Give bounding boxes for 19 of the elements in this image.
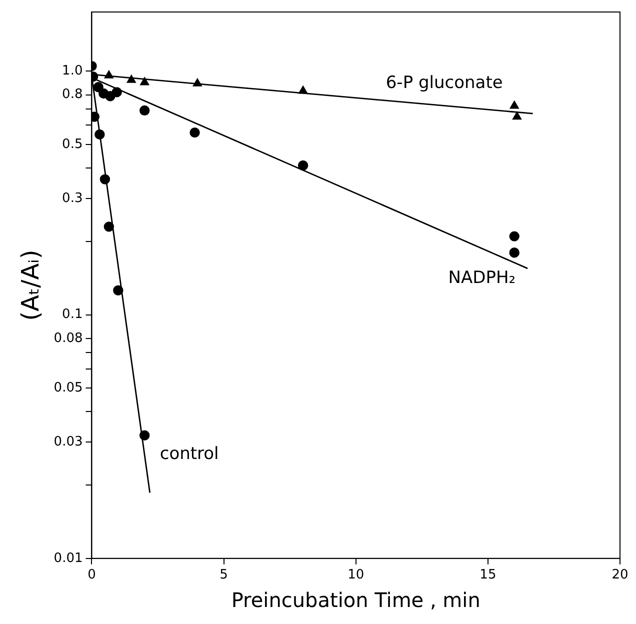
x-tick-label: 0: [88, 568, 96, 583]
series-label: 6-P gluconate: [386, 72, 503, 93]
x-axis-title: Preincubation Time , min: [231, 588, 480, 612]
y-tick-label: 0.01: [54, 550, 83, 566]
y-tick-label: 1.0: [62, 64, 83, 79]
y-tick-label: 0.5: [62, 136, 83, 152]
y-axis-title: (Aₜ/Aᵢ): [16, 250, 45, 321]
series-label: control: [160, 444, 219, 464]
series-label: NADPH₂: [448, 268, 516, 288]
y-tick-label: 0.1: [62, 307, 83, 322]
x-tick-label: 15: [480, 568, 496, 583]
y-tick-label: 0.08: [54, 330, 83, 346]
y-tick-label: 0.8: [62, 87, 83, 102]
x-tick-label: 10: [348, 568, 364, 583]
y-tick-label: 0.03: [54, 434, 83, 450]
x-tick-label: 5: [220, 568, 228, 583]
y-tick-label: 0.05: [54, 380, 83, 396]
y-tick-label: 0.3: [62, 190, 83, 206]
x-tick-label: 20: [612, 568, 628, 583]
